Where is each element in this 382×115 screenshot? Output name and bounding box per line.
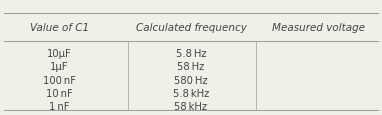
Text: 10 nF: 10 nF <box>46 88 73 98</box>
Text: Value of C1: Value of C1 <box>30 23 89 33</box>
Text: 100 nF: 100 nF <box>43 75 76 85</box>
Text: 58 kHz: 58 kHz <box>175 101 207 111</box>
Text: 10μF: 10μF <box>47 49 71 58</box>
Text: 5.8 kHz: 5.8 kHz <box>173 88 209 98</box>
Text: 1 nF: 1 nF <box>49 101 70 111</box>
Text: Calculated frequency: Calculated frequency <box>136 23 246 33</box>
Text: 1μF: 1μF <box>50 62 68 72</box>
Text: 580 Hz: 580 Hz <box>174 75 208 85</box>
Text: Measured voltage: Measured voltage <box>272 23 366 33</box>
Text: 58 Hz: 58 Hz <box>177 62 205 72</box>
Text: 5.8 Hz: 5.8 Hz <box>176 49 206 58</box>
